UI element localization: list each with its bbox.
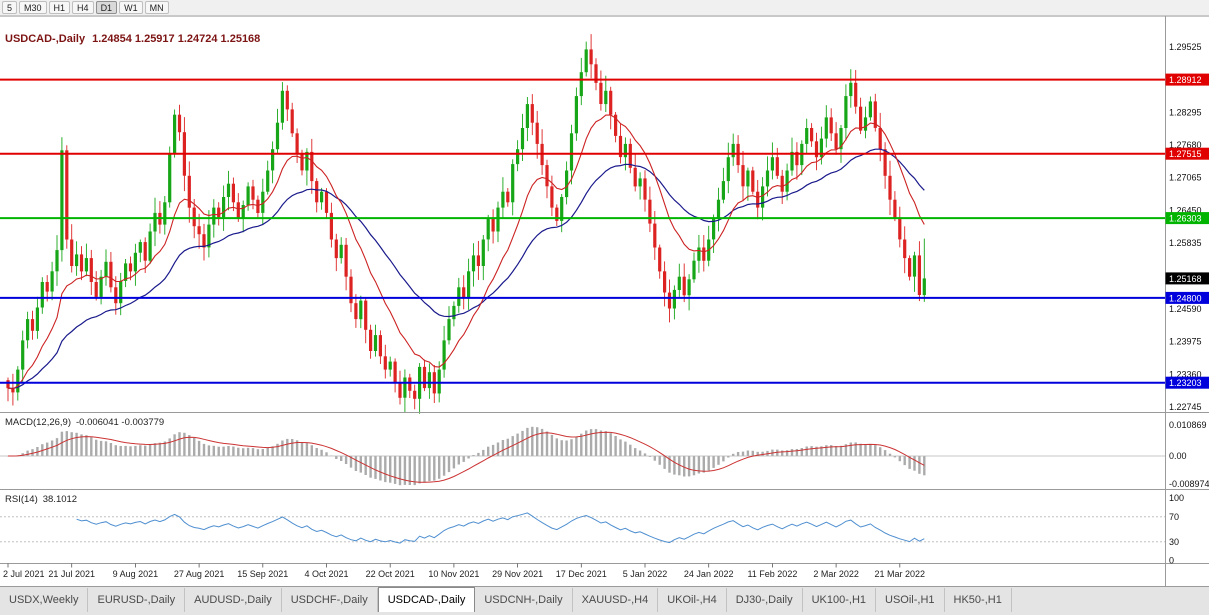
price-badge-1.26303 — [1165, 212, 1209, 225]
svg-text:9 Aug 2021: 9 Aug 2021 — [113, 569, 159, 579]
timeframe-button-h1[interactable]: H1 — [48, 1, 71, 14]
timeframe-button-mn[interactable]: MN — [144, 1, 169, 14]
macd-values: -0.006041 -0.003779 — [76, 417, 165, 428]
svg-text:100: 100 — [1169, 493, 1184, 503]
rsi-line — [76, 512, 925, 544]
svg-text:1.24590: 1.24590 — [1169, 304, 1202, 314]
tab-hk50-h1[interactable]: HK50-,H1 — [945, 588, 1012, 612]
svg-text:21 Mar 2022: 21 Mar 2022 — [875, 569, 926, 579]
tab-ukoil-h4[interactable]: UKOil-,H4 — [658, 588, 727, 612]
tab-audusd-daily[interactable]: AUDUSD-,Daily — [185, 588, 282, 612]
svg-text:0.010869: 0.010869 — [1169, 420, 1207, 430]
macd-label: MACD(12,26,9) -0.006041 -0.003779 — [5, 417, 169, 428]
macd-name: MACD(12,26,9) — [5, 417, 71, 428]
svg-text:15 Sep 2021: 15 Sep 2021 — [237, 569, 288, 579]
tab-usoil-h1[interactable]: USOil-,H1 — [876, 588, 945, 612]
price-badge-1.23203 — [1165, 376, 1209, 389]
price-badge-1.24800 — [1165, 291, 1209, 304]
ma-slow-line — [7, 148, 925, 390]
price-badge-1.27515 — [1165, 147, 1209, 160]
svg-text:1.28295: 1.28295 — [1169, 107, 1202, 117]
chart-region: 1.29525 1.28295 1.27680 1.27065 1.26450 1.258… — [0, 16, 1209, 586]
chart-tabs-bar: USDX,Weekly EURUSD-,Daily AUDUSD-,Daily USD… — [0, 586, 1209, 615]
timeframe-button-d1[interactable]: D1 — [95, 1, 118, 14]
svg-text:10 Nov 2021: 10 Nov 2021 — [428, 569, 479, 579]
tab-usdx-weekly[interactable]: USDX,Weekly — [0, 588, 89, 612]
chart-title: USDCAD-,Daily 1.24854 1.25917 1.24724 1.2… — [5, 33, 267, 45]
svg-text:17 Dec 2021: 17 Dec 2021 — [556, 569, 607, 579]
svg-text:22 Oct 2021: 22 Oct 2021 — [366, 569, 415, 579]
tab-usdcnh-daily[interactable]: USDCNH-,Daily — [475, 588, 573, 612]
timeframe-button-5[interactable]: 5 — [2, 1, 18, 14]
svg-text:1.23360: 1.23360 — [1169, 369, 1202, 379]
svg-text:1.28912: 1.28912 — [1169, 75, 1202, 85]
svg-text:4 Oct 2021: 4 Oct 2021 — [304, 569, 348, 579]
svg-text:11 Feb 2022: 11 Feb 2022 — [747, 569, 797, 579]
macd-signal-line — [8, 431, 925, 483]
svg-text:29 Nov 2021: 29 Nov 2021 — [492, 569, 543, 579]
svg-text:1.26450: 1.26450 — [1169, 205, 1202, 215]
svg-text:1.25168: 1.25168 — [1169, 274, 1202, 284]
price-badge-1.28912 — [1165, 73, 1209, 86]
chart-symbol-label: USDCAD-,Daily — [5, 33, 86, 45]
svg-text:24 Jan 2022: 24 Jan 2022 — [684, 569, 734, 579]
time-axis[interactable]: 2 Jul 2021 21 Jul 2021 9 Aug 2021 27 Aug 20… — [3, 563, 926, 580]
svg-text:1.27065: 1.27065 — [1169, 173, 1202, 183]
svg-text:1.24800: 1.24800 — [1169, 293, 1202, 303]
svg-text:0: 0 — [1169, 556, 1174, 566]
tab-eurusd-daily[interactable]: EURUSD-,Daily — [88, 588, 186, 612]
tab-uk100-h1[interactable]: UK100-,H1 — [803, 588, 877, 612]
current-price-badge — [1165, 272, 1209, 285]
price-chart-canvas[interactable]: 1.29525 1.28295 1.27680 1.27065 1.26450 1.258… — [0, 16, 1209, 586]
tab-xauusd-h4[interactable]: XAUUSD-,H4 — [573, 588, 659, 612]
svg-text:5 Jan 2022: 5 Jan 2022 — [623, 569, 668, 579]
svg-text:1.25835: 1.25835 — [1169, 238, 1202, 248]
svg-text:21 Jul 2021: 21 Jul 2021 — [48, 569, 95, 579]
svg-text:1.27680: 1.27680 — [1169, 140, 1202, 150]
svg-text:70: 70 — [1169, 512, 1179, 522]
chart-ohlc-values: 1.24854 1.25917 1.24724 1.25168 — [92, 33, 261, 45]
svg-text:27 Aug 2021: 27 Aug 2021 — [174, 569, 225, 579]
svg-text:-0.008974: -0.008974 — [1169, 479, 1209, 489]
svg-text:1.29525: 1.29525 — [1169, 42, 1202, 52]
svg-text:1.23975: 1.23975 — [1169, 337, 1202, 347]
rsi-value: 38.1012 — [42, 494, 78, 505]
tab-usdcad-daily[interactable]: USDCAD-,Daily — [377, 587, 476, 612]
timeframe-button-h4[interactable]: H4 — [72, 1, 94, 14]
timeframe-button-m30[interactable]: M30 — [19, 1, 47, 14]
svg-text:1.22745: 1.22745 — [1169, 402, 1202, 412]
svg-text:1.23203: 1.23203 — [1169, 378, 1202, 388]
svg-text:2 Jul 2021: 2 Jul 2021 — [3, 569, 45, 579]
tab-dj30-daily[interactable]: DJ30-,Daily — [727, 588, 803, 612]
svg-text:1.27515: 1.27515 — [1169, 149, 1202, 159]
timeframe-button-w1[interactable]: W1 — [119, 1, 143, 14]
timeframe-toolbar: 5 M30 H1 H4 D1 W1 MN — [0, 0, 1209, 16]
tab-usdchf-daily[interactable]: USDCHF-,Daily — [282, 588, 378, 612]
rsi-label: RSI(14) 38.1012 — [5, 494, 82, 505]
rsi-name: RSI(14) — [5, 494, 38, 505]
svg-text:1.26303: 1.26303 — [1169, 214, 1202, 224]
svg-text:30: 30 — [1169, 537, 1179, 547]
ma-fast-line — [7, 114, 925, 390]
price-axis[interactable]: 1.29525 1.28295 1.27680 1.27065 1.26450 1.258… — [1165, 42, 1209, 566]
svg-text:0.00: 0.00 — [1169, 451, 1187, 461]
svg-text:2 Mar 2022: 2 Mar 2022 — [813, 569, 859, 579]
macd-histogram — [6, 426, 926, 486]
candles — [6, 34, 926, 414]
